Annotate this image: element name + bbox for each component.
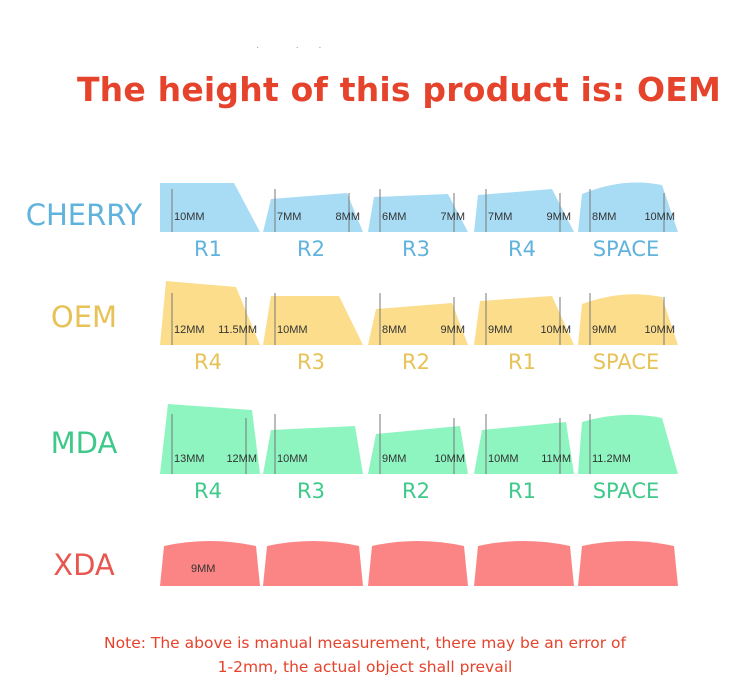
oem-row-label: R3	[297, 350, 325, 374]
profile-label-xda: XDA	[53, 548, 115, 582]
xda-keycap-3	[368, 541, 468, 586]
profile-label-mda: MDA	[50, 426, 118, 460]
note-line-2: 1-2mm, the actual object shall prevail	[217, 658, 513, 676]
measurement-label-right: 11MM	[541, 453, 571, 465]
measurement-label-left: 7MM	[488, 211, 512, 223]
measurement-label-left: 10MM	[488, 453, 519, 465]
measurement-label-left: 12MM	[174, 324, 205, 336]
measurement-label-right: 12MM	[226, 453, 257, 465]
xda-keycap-5	[578, 541, 678, 586]
measurement-label-right: 8MM	[336, 211, 360, 223]
measurement-label-left: 10MM	[277, 324, 308, 336]
cherry-keycap-2: 7MM 8MM R2	[263, 189, 363, 261]
mda-keycap-shape	[368, 426, 468, 474]
measurement-label-right: 10MM	[540, 324, 571, 336]
oem-keycap-1: 12MM 11.5MM R4	[160, 281, 260, 374]
measurement-label-right: 10MM	[434, 453, 465, 465]
cherry-keycap-4: 7MM 9MM R4	[474, 189, 574, 261]
mda-keycap-shape	[263, 426, 363, 474]
mda-keycap-4: 10MM 11MM R1	[474, 414, 574, 503]
measurement-label-right: 11.5MM	[218, 324, 257, 336]
cherry-keycap-shape	[578, 182, 678, 232]
mda-keycap-shape	[578, 414, 678, 474]
cherry-keycap-1: 10MM R1	[160, 183, 260, 261]
oem-keycap-shape	[578, 294, 678, 345]
oem-keycap-5: 9MM 10MM SPACE	[578, 293, 678, 374]
oem-row-label: R4	[194, 350, 222, 374]
oem-keycap-shape	[263, 296, 363, 345]
decorative-dots: · · ·	[256, 42, 322, 53]
oem-row-label: SPACE	[593, 350, 660, 374]
cherry-keycap-shape	[474, 189, 574, 232]
profile-label-oem: OEM	[50, 300, 118, 334]
cherry-row-label: R1	[194, 237, 222, 261]
measurement-label-right: 7MM	[441, 211, 465, 223]
cherry-row-label: R4	[508, 237, 536, 261]
xda-keycap-1: 9MM	[160, 541, 260, 586]
oem-keycap-4: 9MM 10MM R1	[474, 293, 574, 374]
measurement-label-right: 10MM	[644, 324, 675, 336]
measurement-label-right: 10MM	[644, 211, 675, 223]
note-line-1: Note: The above is manual measurement, t…	[104, 634, 626, 652]
oem-row-label: R1	[508, 350, 536, 374]
page-title: The height of this product is: OEM	[76, 70, 722, 109]
xda-keycap-4	[474, 541, 574, 586]
xda-keycap-shape	[578, 541, 678, 586]
measurement-label-left: 7MM	[277, 211, 301, 223]
xda-keycap-2	[263, 541, 363, 586]
mda-keycap-2: 10MM R3	[263, 414, 363, 503]
xda-keycap-shape	[160, 541, 260, 586]
cherry-keycap-shape	[368, 194, 468, 232]
mda-row-label: R1	[508, 479, 536, 503]
measurement-label-left: 9MM	[382, 453, 406, 465]
cherry-row-label: R3	[402, 237, 430, 261]
cherry-keycap-shape	[160, 183, 260, 232]
cherry-keycap-3: 6MM 7MM R3	[368, 189, 468, 261]
xda-measurement-label: 9MM	[191, 563, 215, 575]
oem-keycap-2: 10MM R3	[263, 293, 363, 374]
mda-row-label: R4	[194, 479, 222, 503]
oem-keycap-shape	[368, 303, 468, 345]
xda-keycap-shape	[368, 541, 468, 586]
measurement-label-left: 9MM	[592, 324, 616, 336]
measurement-label-left: 8MM	[592, 211, 616, 223]
measurement-label-left: 10MM	[277, 453, 308, 465]
xda-keycap-shape	[263, 541, 363, 586]
xda-keycap-shape	[474, 541, 574, 586]
mda-keycap-3: 9MM 10MM R2	[368, 414, 468, 503]
measurement-label-right: 9MM	[441, 324, 465, 336]
oem-keycap-shape	[474, 296, 574, 345]
cherry-row-label: SPACE	[593, 237, 660, 261]
measurement-label-left: 10MM	[174, 211, 205, 223]
mda-keycap-shape	[160, 404, 260, 474]
mda-row-label: R2	[402, 479, 430, 503]
cherry-keycap-5: 8MM 10MM SPACE	[578, 182, 678, 261]
measurement-label-left: 11.2MM	[592, 453, 631, 465]
cherry-row-label: R2	[297, 237, 325, 261]
mda-keycap-5: 11.2MM SPACE	[578, 414, 678, 503]
measurement-label-right: 9MM	[547, 211, 571, 223]
cherry-keycap-shape	[263, 193, 363, 232]
measurement-label-left: 8MM	[382, 324, 406, 336]
measurement-label-left: 13MM	[174, 453, 205, 465]
oem-keycap-shape	[160, 281, 260, 345]
mda-row-label: SPACE	[593, 479, 660, 503]
oem-row-label: R2	[402, 350, 430, 374]
oem-keycap-3: 8MM 9MM R2	[368, 293, 468, 374]
profile-label-cherry: CHERRY	[25, 198, 143, 232]
mda-keycap-1: 13MM 12MM R4	[160, 404, 260, 503]
measurement-note: Note: The above is manual measurement, t…	[60, 631, 670, 679]
measurement-label-left: 9MM	[488, 324, 512, 336]
measurement-label-left: 6MM	[382, 211, 406, 223]
mda-keycap-shape	[474, 422, 574, 474]
mda-row-label: R3	[297, 479, 325, 503]
